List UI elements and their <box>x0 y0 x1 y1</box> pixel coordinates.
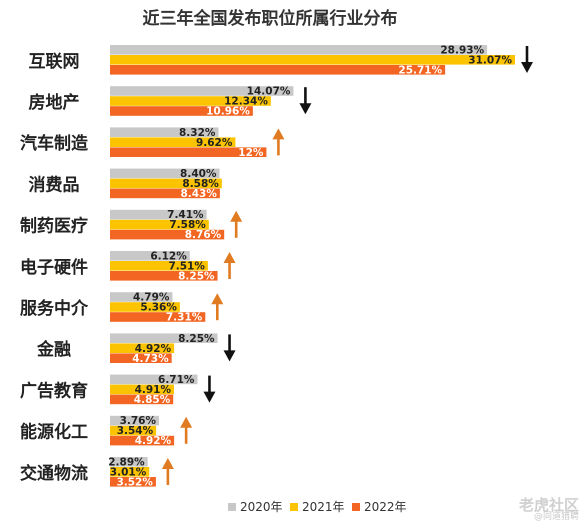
bar <box>110 271 218 281</box>
data-label: 3.54% <box>117 425 154 437</box>
bar <box>110 384 175 395</box>
legend-label: 2021年 <box>302 500 345 514</box>
trend-up-arrow-head <box>272 128 285 140</box>
chart-title: 近三年全国发布职位所属行业分布 <box>142 9 398 29</box>
category-label: 金融 <box>36 339 71 360</box>
data-label: 8.76% <box>185 229 222 241</box>
data-label: 4.92% <box>135 435 172 447</box>
bar <box>110 65 446 75</box>
trend-up-arrow-head <box>180 416 193 428</box>
data-label: 4.79% <box>133 292 170 304</box>
data-label: 12.34% <box>224 96 268 108</box>
bar <box>110 168 220 179</box>
trend-up-arrow-head <box>161 458 174 469</box>
data-label: 4.73% <box>132 353 169 365</box>
data-label: 31.07% <box>468 54 512 66</box>
data-label: 7.51% <box>168 260 205 272</box>
bar <box>110 45 488 55</box>
data-label: 9.62% <box>196 137 233 149</box>
bar <box>110 251 190 261</box>
bar <box>110 292 173 302</box>
legend-swatch <box>352 503 360 511</box>
category-label: 服务中介 <box>20 298 89 319</box>
bar <box>110 127 219 137</box>
trend-up-arrow-head <box>223 252 236 263</box>
trend-down-arrow-head <box>521 62 533 73</box>
data-label: 25.71% <box>398 64 442 76</box>
category-label: 房地产 <box>29 92 80 113</box>
data-label: 3.76% <box>120 415 157 427</box>
bar <box>110 333 218 343</box>
bar <box>110 343 175 353</box>
category-label: 广告教育 <box>20 380 88 401</box>
watermark-sub: @同道猎聘 <box>533 512 579 523</box>
bar <box>110 261 208 271</box>
category-label: 制药医疗 <box>20 216 88 237</box>
data-label: 10.96% <box>206 106 250 118</box>
bar <box>110 467 150 477</box>
bar <box>110 312 206 322</box>
bar <box>110 86 294 96</box>
category-label: 电子硬件 <box>20 257 88 278</box>
data-label: 3.01% <box>110 466 147 478</box>
bar <box>110 55 515 65</box>
trend-up-arrow-head <box>211 293 224 305</box>
bar <box>110 137 236 147</box>
data-label: 3.52% <box>116 476 153 488</box>
data-label: 4.85% <box>134 394 171 406</box>
watermark-main: 老虎社区 <box>518 495 579 514</box>
legend-label: 2020年 <box>240 500 283 514</box>
bar <box>110 209 207 220</box>
data-label: 2.89% <box>108 456 145 468</box>
trend-down-arrow-head <box>203 391 216 403</box>
bar <box>110 415 160 426</box>
data-label: 8.40% <box>180 168 217 180</box>
data-label: 7.41% <box>167 209 204 221</box>
data-label: 8.32% <box>179 127 216 139</box>
bar <box>110 457 148 467</box>
trend-up-arrow-head <box>230 210 243 222</box>
data-label: 4.92% <box>135 343 172 355</box>
category-label: 互联网 <box>29 52 80 72</box>
trend-down-arrow-head <box>223 350 236 362</box>
category-label: 消费品 <box>29 174 80 195</box>
bar <box>110 302 180 312</box>
bar <box>110 435 175 446</box>
data-label: 7.58% <box>169 219 206 231</box>
bar <box>110 96 271 106</box>
data-label: 8.25% <box>178 333 215 345</box>
data-label: 5.36% <box>140 302 177 314</box>
bar <box>110 178 222 189</box>
data-label: 7.31% <box>166 312 203 324</box>
trend-down-arrow-head <box>299 103 312 115</box>
bar <box>110 229 225 240</box>
bar <box>110 188 220 199</box>
category-label: 交通物流 <box>20 463 88 484</box>
bar <box>110 353 172 363</box>
legend-swatch <box>290 503 298 511</box>
bar <box>110 106 253 116</box>
category-label: 能源化工 <box>20 422 88 443</box>
watermark: 老虎社区 @同道猎聘 <box>519 497 579 523</box>
data-label: 12% <box>238 147 264 159</box>
legend-label: 2022年 <box>364 500 407 514</box>
bar <box>110 374 198 385</box>
data-label: 8.25% <box>178 270 215 282</box>
data-label: 6.12% <box>150 250 187 262</box>
data-label: 8.43% <box>180 188 217 200</box>
data-label: 4.91% <box>135 384 172 396</box>
bar <box>110 219 209 230</box>
category-label: 汽车制造 <box>20 133 89 154</box>
data-label: 8.58% <box>182 178 219 190</box>
bar <box>110 477 156 487</box>
legend-swatch <box>228 503 236 511</box>
bar <box>110 394 174 405</box>
bar <box>110 147 267 157</box>
data-label: 6.71% <box>158 374 195 386</box>
bar <box>110 425 157 436</box>
data-label: 28.93% <box>440 44 484 56</box>
data-label: 14.07% <box>247 86 291 98</box>
